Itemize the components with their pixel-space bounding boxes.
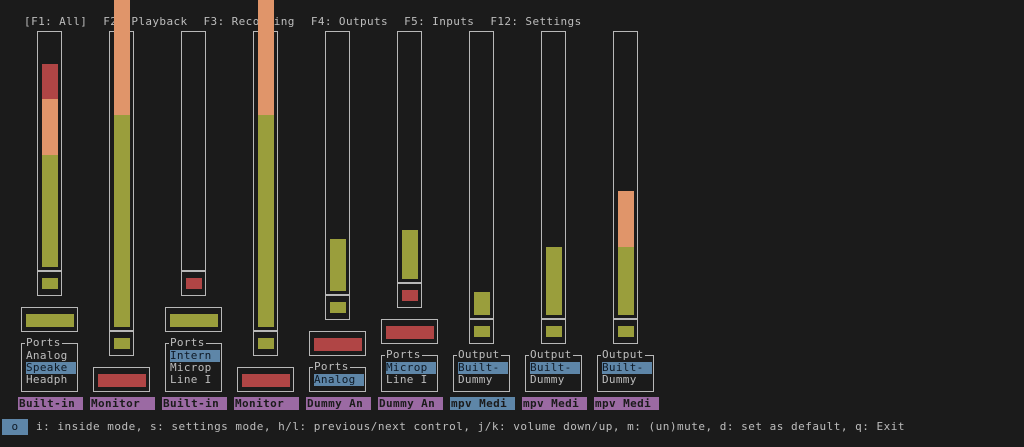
- volume-meter[interactable]: [109, 0, 134, 331]
- help-text: i: inside mode, s: settings mode, h/l: p…: [36, 420, 905, 433]
- tab-all[interactable]: [F1: All]: [24, 15, 88, 28]
- tab-recording[interactable]: F3: Recording: [203, 15, 295, 28]
- mute-toggle-fill: [242, 374, 290, 387]
- tab-settings[interactable]: F12: Settings: [490, 15, 582, 28]
- strip-label[interactable]: Built-in: [162, 397, 227, 410]
- port-selector[interactable]: Ports Analog: [309, 361, 366, 392]
- strip-label[interactable]: Dummy An: [378, 397, 443, 410]
- mute-toggle[interactable]: [21, 307, 78, 332]
- volume-green-segment: [474, 292, 490, 315]
- mode-indicator: o: [2, 419, 28, 435]
- volume-green-segment: [258, 115, 274, 327]
- port-option[interactable]: Dummy: [530, 374, 565, 386]
- strip-label[interactable]: mpv Medi: [594, 397, 659, 410]
- port-option[interactable]: Dummy: [602, 374, 637, 386]
- port-selector-title: Ports: [169, 336, 206, 349]
- port-option[interactable]: Built-: [530, 362, 580, 374]
- mute-toggle[interactable]: [93, 367, 150, 392]
- peak-indicator: [397, 283, 422, 308]
- peak-fill: [402, 290, 418, 301]
- strip-label[interactable]: Monitor: [90, 397, 155, 410]
- port-option[interactable]: Speake: [26, 362, 76, 374]
- volume-orange-segment: [42, 99, 58, 155]
- port-selector-title: Output: [601, 348, 645, 361]
- mute-toggle[interactable]: [165, 307, 222, 332]
- peak-fill: [474, 326, 490, 337]
- volume-meter[interactable]: [613, 31, 638, 319]
- peak-indicator: [469, 319, 494, 344]
- port-selector[interactable]: Ports Microp Line I: [381, 349, 438, 392]
- volume-green-segment: [330, 239, 346, 291]
- tab-outputs[interactable]: F4: Outputs: [310, 15, 389, 28]
- mute-toggle-fill: [386, 326, 434, 339]
- peak-fill: [258, 338, 274, 349]
- mute-toggle[interactable]: [237, 367, 294, 392]
- status-bar: o i: inside mode, s: settings mode, h/l: …: [0, 419, 905, 435]
- port-selector-title: Ports: [313, 360, 350, 373]
- volume-meter[interactable]: [469, 31, 494, 319]
- mute-toggle-fill: [98, 374, 146, 387]
- port-selector-title: Ports: [385, 348, 422, 361]
- peak-indicator: [325, 295, 350, 320]
- volume-green-segment: [618, 247, 634, 315]
- volume-orange-segment: [258, 0, 274, 115]
- port-selector[interactable]: Output Built- Dummy: [597, 349, 654, 392]
- port-selector-title: Output: [529, 348, 573, 361]
- mute-toggle[interactable]: [381, 319, 438, 344]
- volume-meter[interactable]: [325, 31, 350, 295]
- mute-toggle-fill: [314, 338, 362, 351]
- peak-indicator: [37, 271, 62, 296]
- mute-toggle[interactable]: [309, 331, 366, 356]
- tab-inputs[interactable]: F5: Inputs: [404, 15, 475, 28]
- peak-indicator: [109, 331, 134, 356]
- volume-red-segment: [42, 64, 58, 99]
- mute-toggle-fill: [170, 314, 218, 327]
- peak-fill: [330, 302, 346, 313]
- port-option[interactable]: Microp: [170, 362, 212, 374]
- strip-label[interactable]: Monitor: [234, 397, 299, 410]
- peak-fill: [42, 278, 58, 289]
- port-selector[interactable]: Ports Analog Speake Headph: [21, 337, 78, 392]
- volume-green-segment: [546, 247, 562, 315]
- port-option[interactable]: Intern: [170, 350, 220, 362]
- port-option[interactable]: Line I: [386, 374, 428, 386]
- mute-toggle-fill: [26, 314, 74, 327]
- peak-fill: [546, 326, 562, 337]
- strip-label[interactable]: mpv Medi: [450, 397, 515, 410]
- volume-green-segment: [114, 115, 130, 327]
- port-selector-title: Ports: [25, 336, 62, 349]
- port-option[interactable]: Analog: [314, 374, 364, 386]
- port-selector[interactable]: Output Built- Dummy: [525, 349, 582, 392]
- volume-green-segment: [42, 155, 58, 267]
- volume-green-segment: [402, 230, 418, 279]
- port-option[interactable]: Line I: [170, 374, 212, 386]
- volume-meter[interactable]: [253, 0, 278, 331]
- port-option[interactable]: Analog: [26, 350, 68, 362]
- peak-indicator: [253, 331, 278, 356]
- volume-orange-segment: [618, 191, 634, 247]
- port-selector[interactable]: Ports Intern Microp Line I: [165, 337, 222, 392]
- port-option[interactable]: Microp: [386, 362, 436, 374]
- tab-bar: [F1: All] F2: Playback F3: Recording F4: Ou…: [10, 1, 598, 28]
- volume-orange-segment: [114, 0, 130, 115]
- volume-meter[interactable]: [541, 31, 566, 319]
- port-option[interactable]: Built-: [602, 362, 652, 374]
- peak-fill: [186, 278, 202, 289]
- volume-meter[interactable]: [181, 31, 206, 271]
- peak-indicator: [181, 271, 206, 296]
- strip-label[interactable]: mpv Medi: [522, 397, 587, 410]
- volume-meter[interactable]: [37, 31, 62, 271]
- peak-fill: [114, 338, 130, 349]
- port-selector[interactable]: Output Built- Dummy: [453, 349, 510, 392]
- peak-indicator: [541, 319, 566, 344]
- port-option[interactable]: Headph: [26, 374, 68, 386]
- strip-label[interactable]: Dummy An: [306, 397, 371, 410]
- port-selector-title: Output: [457, 348, 501, 361]
- volume-meter[interactable]: [397, 31, 422, 283]
- peak-fill: [618, 326, 634, 337]
- peak-indicator: [613, 319, 638, 344]
- port-option[interactable]: Dummy: [458, 374, 493, 386]
- strip-label[interactable]: Built-in: [18, 397, 83, 410]
- port-option[interactable]: Built-: [458, 362, 508, 374]
